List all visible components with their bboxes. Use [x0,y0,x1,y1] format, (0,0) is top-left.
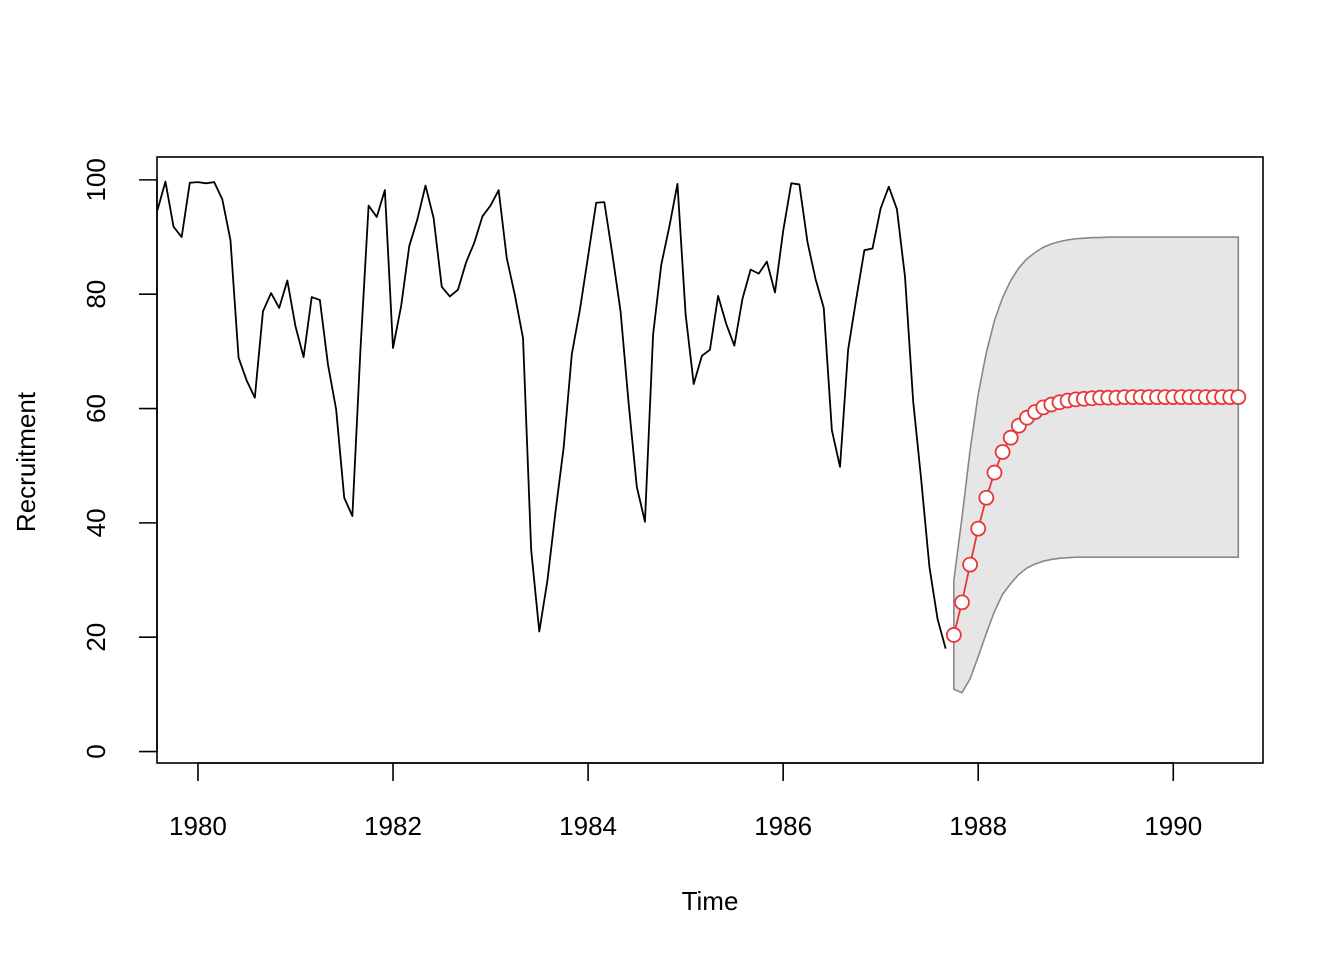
y-tick-label: 20 [81,623,111,652]
forecast-point [986,464,1003,481]
forecast-point [994,444,1011,460]
y-tick-label: 80 [81,280,111,309]
y-tick-label: 100 [81,158,111,201]
observed-series-line [156,180,947,649]
y-axis-title: Recruitment [11,391,41,532]
y-tick-label: 0 [81,744,111,758]
x-tick-label: 1988 [949,811,1007,841]
forecast-point [1230,389,1247,406]
forecast-point [954,594,970,611]
x-tick-label: 1986 [754,811,812,841]
x-tick-label: 1984 [559,811,617,841]
forecast-point [962,556,978,573]
forecast-point [978,489,995,506]
x-tick-label: 1980 [169,811,227,841]
forecast-point [945,627,962,643]
x-tick-label: 1982 [364,811,422,841]
forecast-point [1002,429,1019,446]
x-tick-label: 1990 [1144,811,1202,841]
prediction-interval-band [953,236,1240,694]
y-axis: 0 20 40 60 80 100 [81,158,158,759]
x-axis-title: Time [682,886,739,916]
y-tick-label: 40 [81,508,111,537]
forecast-point [970,520,987,537]
forecast-series-layer [945,389,1247,643]
prediction-interval-layer [953,236,1240,694]
observed-series-layer [156,180,947,649]
x-axis: 1980 1982 1984 1986 1988 1990 [169,762,1202,841]
y-tick-label: 60 [81,394,111,423]
